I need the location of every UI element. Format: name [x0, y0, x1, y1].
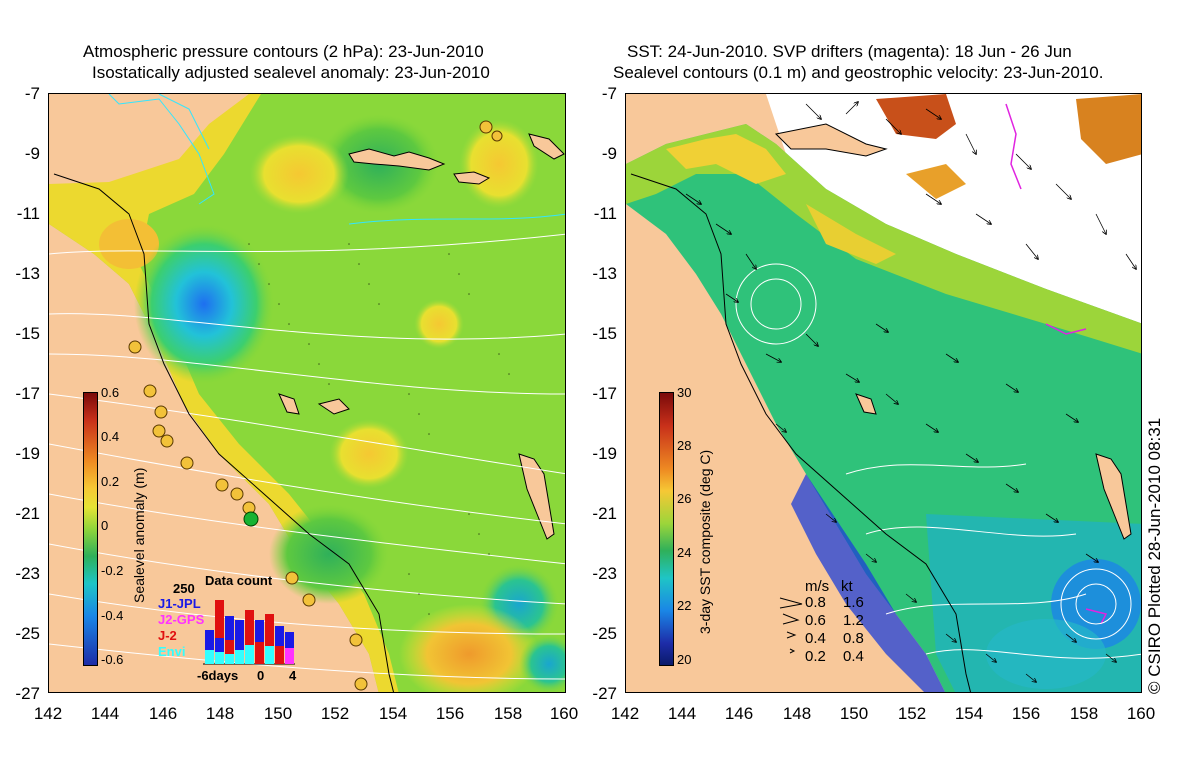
- left-colorbar-tick: -0.4: [101, 608, 124, 623]
- right-x-tick: 148: [782, 704, 812, 723]
- right-y-tick: -23: [592, 564, 617, 583]
- right-x-tick: 142: [610, 704, 640, 723]
- right-y-tick: -25: [592, 624, 617, 643]
- right-title-line2: Sealevel contours (0.1 m) and geostrophi…: [613, 63, 1104, 82]
- left-x-tick: 160: [549, 704, 579, 723]
- right-colorbar-tick: 20: [677, 652, 692, 667]
- right-x-tick: 144: [667, 704, 697, 723]
- right-x-tick: 156: [1011, 704, 1041, 723]
- velocity-legend-ms: 0.8: [805, 594, 826, 611]
- left-y-tick: -25: [15, 624, 40, 643]
- right-colorbar-tick: 22: [677, 598, 692, 613]
- data-count-max-label: 250: [173, 581, 195, 596]
- left-y-tick: -21: [15, 504, 40, 523]
- left-y-tick: -7: [24, 84, 40, 103]
- data-count-title: Data count: [205, 573, 273, 588]
- left-colorbar-label: Sealevel anomaly (m): [131, 467, 147, 603]
- right-y-tick: -19: [592, 444, 617, 463]
- right-y-tick: -15: [592, 324, 617, 343]
- left-colorbar-tick: 0: [101, 518, 109, 533]
- velocity-legend-arrows: [779, 597, 803, 654]
- data-count-axis-label: 0: [257, 668, 265, 683]
- right-y-tick: -9: [601, 144, 617, 163]
- velocity-legend-kt: 1.2: [843, 612, 864, 629]
- right-y-tick: -27: [592, 684, 617, 703]
- left-colorbar-tick: -0.2: [101, 563, 124, 578]
- left-x-tick: 144: [90, 704, 120, 723]
- left-y-tick: -9: [24, 144, 40, 163]
- right-x-tick: 150: [839, 704, 869, 723]
- left-y-tick: -11: [16, 204, 40, 223]
- right-y-tick: -13: [592, 264, 617, 283]
- left-x-tick: 154: [378, 704, 408, 723]
- velocity-legend-header-kt: kt: [841, 578, 853, 595]
- left-title-line1: Atmospheric pressure contours (2 hPa): 2…: [83, 42, 484, 61]
- data-count-axis-label: -6days: [197, 668, 239, 683]
- legend-envi: Envi: [158, 644, 186, 659]
- right-colorbar-label: 3-day SST composite (deg C): [697, 449, 713, 634]
- right-colorbar-tick: 26: [677, 491, 692, 506]
- legend-j1-jpl: J1-JPL: [158, 596, 201, 611]
- left-x-tick: 142: [33, 704, 63, 723]
- right-map-sst: [625, 93, 1142, 693]
- left-map-sealevel: [48, 93, 566, 693]
- velocity-legend-ms: 0.6: [805, 612, 826, 629]
- left-colorbar-tick: 0.4: [101, 429, 120, 444]
- left-x-tick: 156: [435, 704, 465, 723]
- velocity-legend-kt: 1.6: [843, 594, 864, 611]
- left-x-tick: 146: [148, 704, 178, 723]
- left-x-tick: 152: [320, 704, 350, 723]
- left-y-tick: -15: [15, 324, 40, 343]
- right-colorbar-tick: 30: [677, 385, 692, 400]
- right-y-tick: -11: [593, 204, 617, 223]
- left-x-tick: 158: [493, 704, 523, 723]
- velocity-legend-kt: 0.4: [843, 648, 864, 665]
- legend-j2-gps: J2-GPS: [158, 612, 205, 627]
- left-y-tick: -17: [15, 384, 40, 403]
- right-title-line1: SST: 24-Jun-2010. SVP drifters (magenta)…: [627, 42, 1072, 61]
- right-x-tick: 154: [954, 704, 984, 723]
- velocity-legend-kt: 0.8: [843, 630, 864, 647]
- data-count-axis-label: 4: [289, 668, 297, 683]
- left-y-tick: -13: [15, 264, 40, 283]
- right-y-tick: -17: [592, 384, 617, 403]
- legend-j-2: J-2: [158, 628, 177, 643]
- left-y-tick: -23: [15, 564, 40, 583]
- csiro-credit: © CSIRO Plotted 28-Jun-2010 08:31: [1145, 417, 1164, 694]
- left-colorbar: [83, 392, 98, 666]
- right-x-tick: 158: [1069, 704, 1099, 723]
- left-title-line2: Isostatically adjusted sealevel anomaly:…: [92, 63, 490, 82]
- left-x-tick: 150: [263, 704, 293, 723]
- velocity-legend-header-ms: m/s: [805, 578, 830, 595]
- right-colorbar-tick: 28: [677, 438, 692, 453]
- velocity-legend-ms: 0.2: [805, 648, 826, 665]
- right-y-tick: -21: [592, 504, 617, 523]
- left-colorbar-tick: 0.6: [101, 385, 120, 400]
- left-x-tick: 148: [205, 704, 235, 723]
- right-colorbar: [659, 392, 674, 666]
- right-x-tick: 152: [897, 704, 927, 723]
- left-colorbar-tick: -0.6: [101, 652, 124, 667]
- velocity-legend-ms: 0.4: [805, 630, 826, 647]
- left-colorbar-tick: 0.2: [101, 474, 120, 489]
- left-y-tick: -27: [15, 684, 40, 703]
- data-count-bars: [203, 600, 295, 665]
- right-colorbar-tick: 24: [677, 545, 692, 560]
- right-x-tick: 146: [724, 704, 754, 723]
- right-y-tick: -7: [601, 84, 617, 103]
- left-y-tick: -19: [15, 444, 40, 463]
- right-x-tick: 160: [1126, 704, 1156, 723]
